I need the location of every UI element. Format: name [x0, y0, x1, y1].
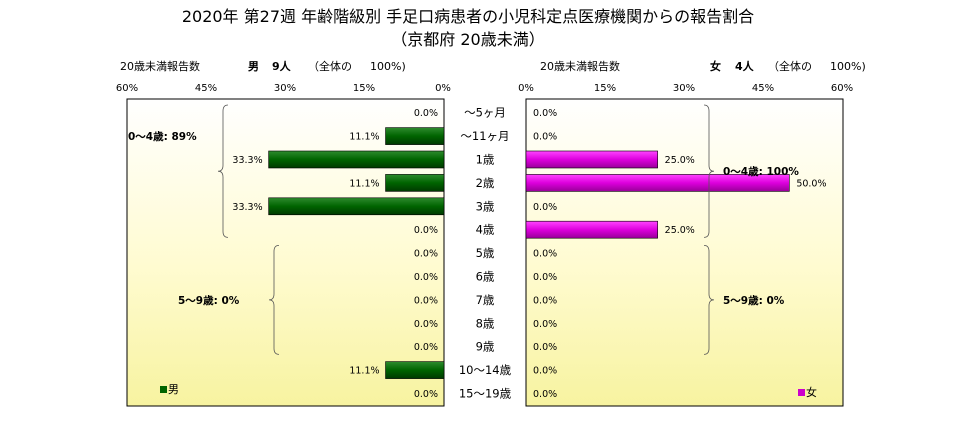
legend-male-label: 男 [168, 383, 179, 396]
left-header-note: （全体の [308, 59, 352, 73]
male-bar [268, 197, 445, 216]
group-brace [703, 245, 715, 355]
male-data-label: 0.0% [414, 272, 438, 283]
left-tick-label: 30% [274, 83, 296, 94]
legend-male-swatch [160, 386, 167, 393]
category-label: 9歳 [476, 340, 495, 354]
female-data-label: 25.0% [665, 225, 695, 236]
female-data-label: 0.0% [533, 366, 557, 377]
left-tick-label: 45% [195, 83, 217, 94]
male-data-label: 0.0% [414, 225, 438, 236]
category-label: 15〜19歳 [459, 387, 512, 401]
right-header-sex: 女 [710, 59, 721, 73]
female-bar [525, 150, 658, 169]
female-data-label: 0.0% [533, 389, 557, 400]
male-bar [268, 150, 445, 169]
male-data-label: 0.0% [414, 342, 438, 353]
male-data-label: 0.0% [414, 249, 438, 260]
male-data-label: 0.0% [414, 108, 438, 119]
female-bar [525, 174, 790, 192]
category-label: 3歳 [476, 199, 495, 213]
category-label: 8歳 [476, 316, 495, 330]
group-brace [703, 104, 715, 238]
category-label: 4歳 [476, 223, 495, 237]
left-header-count: 9人 [272, 59, 292, 73]
female-data-label: 0.0% [533, 319, 557, 330]
chart-title: 2020年 第27週 年齢階級別 手足口病患者の小児科定点医療機関からの報告割合 [182, 7, 754, 26]
male-data-label: 0.0% [414, 295, 438, 306]
male-data-label: 11.1% [349, 132, 379, 143]
female-data-label: 0.0% [533, 249, 557, 260]
right-header-pct: 100%) [830, 60, 866, 73]
category-label: 〜11ヶ月 [460, 129, 509, 143]
right-tick-label: 0% [518, 83, 534, 94]
female-data-label: 0.0% [533, 108, 557, 119]
legend-female-swatch [798, 389, 805, 396]
left-group-label: 0〜4歳: 89% [128, 130, 197, 143]
female-data-label: 0.0% [533, 295, 557, 306]
female-data-label: 0.0% [533, 202, 557, 213]
male-bar [385, 174, 445, 192]
right-tick-label: 15% [594, 83, 616, 94]
right-tick-label: 45% [752, 83, 774, 94]
right-group-label: 0〜4歳: 100% [723, 165, 799, 178]
right-header-count: 4人 [735, 59, 755, 73]
group-brace [217, 104, 229, 238]
left-group-label: 5〜9歳: 0% [178, 294, 240, 307]
right-plot-area [525, 98, 844, 407]
female-data-label: 0.0% [533, 272, 557, 283]
male-data-label: 11.1% [349, 366, 379, 377]
chart-subtitle: （京都府 20歳未満） [391, 30, 544, 49]
left-tick-label: 0% [435, 83, 451, 94]
female-data-label: 50.0% [796, 178, 826, 189]
male-data-label: 33.3% [232, 202, 262, 213]
male-bar [385, 361, 445, 379]
left-tick-label: 15% [353, 83, 375, 94]
male-data-label: 33.3% [232, 155, 262, 166]
male-data-label: 0.0% [414, 319, 438, 330]
left-header-pct: 100%) [370, 60, 406, 73]
male-data-label: 0.0% [414, 389, 438, 400]
group-brace [268, 245, 280, 355]
legend-female-label: 女 [806, 385, 817, 399]
left-header-sex: 男 [248, 60, 259, 73]
female-data-label: 0.0% [533, 132, 557, 143]
category-label: 10〜14歳 [459, 363, 512, 377]
category-label: 6歳 [476, 270, 495, 284]
left-header-label: 20歳未満報告数 [120, 60, 200, 73]
category-label: 5歳 [476, 246, 495, 260]
female-bar [525, 220, 658, 239]
right-group-label: 5〜9歳: 0% [723, 294, 785, 307]
category-label: 1歳 [476, 153, 495, 167]
left-tick-label: 60% [116, 83, 138, 94]
category-label: 〜5ヶ月 [464, 106, 506, 120]
left-plot-area [126, 98, 445, 407]
male-bar [385, 127, 445, 145]
right-tick-label: 60% [831, 83, 853, 94]
female-data-label: 25.0% [665, 155, 695, 166]
category-label: 7歳 [476, 293, 495, 307]
right-header-note: （全体の [768, 59, 812, 73]
right-tick-label: 30% [673, 83, 695, 94]
female-data-label: 0.0% [533, 342, 557, 353]
male-data-label: 11.1% [349, 178, 379, 189]
category-label: 2歳 [476, 176, 495, 190]
right-header-label: 20歳未満報告数 [540, 60, 620, 73]
